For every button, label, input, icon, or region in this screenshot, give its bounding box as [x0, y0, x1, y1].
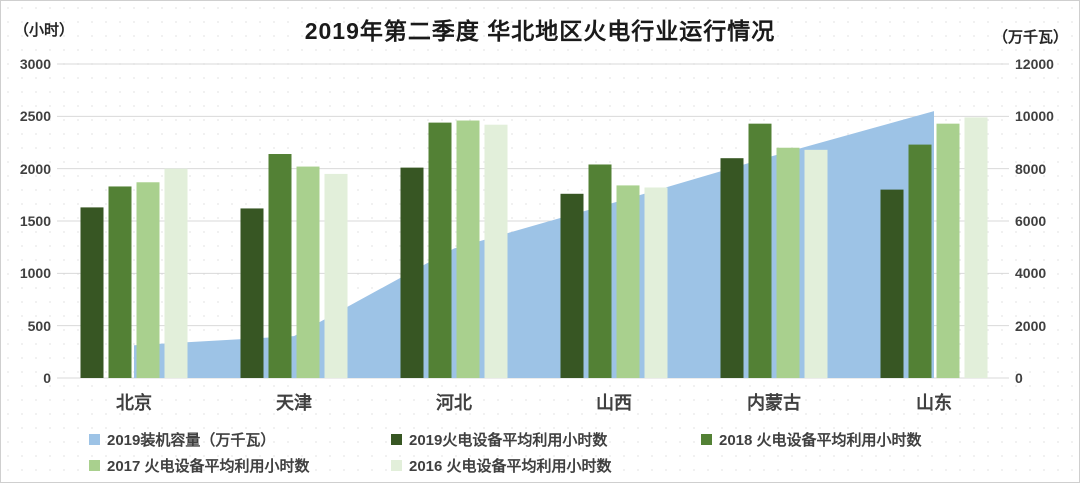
left-axis-tick: 0	[43, 370, 51, 386]
x-axis-label-1: 北京	[116, 393, 152, 413]
bar-hours-2018-河北	[428, 122, 452, 378]
right-axis-unit-label: （万千瓦）	[992, 29, 1068, 46]
bar-hours-2019-内蒙古	[720, 158, 744, 378]
legend-item-hours-2018: 2018 火电设备平均利用小时数	[701, 429, 922, 450]
bar-hours-2017-天津	[296, 166, 320, 378]
bar-hours-2017-山东	[936, 123, 960, 378]
x-axis-label-2: 天津	[276, 393, 312, 413]
legend-swatch-capacity-2019	[89, 434, 100, 445]
x-axis-label-3: 河北	[436, 393, 472, 413]
bar-hours-2016-山东	[964, 117, 988, 378]
right-axis-tick: 0	[1015, 370, 1023, 386]
legend-label-capacity-2019: 2019装机容量（万千瓦）	[107, 432, 276, 449]
bar-hours-2019-天津	[240, 208, 264, 378]
bar-hours-2019-北京	[80, 207, 104, 378]
chart-title: 2019年第二季度 华北地区火电行业运行情况	[304, 18, 776, 44]
right-axis-tick: 8000	[1015, 160, 1047, 177]
left-axis-unit-label: （小时）	[14, 22, 75, 39]
legend-item-hours-2019: 2019火电设备平均利用小时数	[391, 429, 607, 450]
x-axis-label-4: 山西	[596, 393, 632, 413]
legend-swatch-hours-2018	[701, 434, 712, 445]
x-axis-label-5: 内蒙古	[747, 393, 801, 413]
left-axis-tick: 1500	[19, 213, 51, 229]
bar-hours-2018-山西	[588, 164, 612, 378]
left-axis-tick: 2500	[19, 108, 51, 125]
bar-hours-2016-山西	[644, 187, 668, 378]
legend-swatch-hours-2019	[391, 434, 402, 445]
bar-hours-2016-北京	[164, 168, 188, 378]
bar-hours-2017-北京	[136, 182, 160, 378]
legend-item-hours-2017: 2017 火电设备平均利用小时数	[89, 455, 310, 476]
right-axis-tick: 4000	[1015, 265, 1047, 282]
legend-label-hours-2018: 2018 火电设备平均利用小时数	[719, 432, 922, 449]
bar-hours-2018-北京	[108, 186, 132, 378]
right-axis-tick: 6000	[1015, 213, 1047, 229]
bar-hours-2016-内蒙古	[804, 149, 828, 378]
legend-swatch-hours-2017	[89, 460, 100, 471]
bar-hours-2018-内蒙古	[748, 123, 772, 378]
bar-hours-2019-山东	[880, 189, 904, 378]
left-axis-tick: 2000	[19, 160, 51, 177]
left-axis-tick: 1000	[19, 265, 51, 282]
bar-hours-2019-河北	[400, 167, 424, 378]
left-axis-tick: 500	[27, 317, 51, 334]
legend-item-hours-2016: 2016 火电设备平均利用小时数	[391, 455, 612, 476]
bar-hours-2017-内蒙古	[776, 147, 800, 378]
right-axis-tick: 12000	[1015, 56, 1054, 72]
bar-hours-2019-山西	[560, 193, 584, 378]
bar-hours-2016-河北	[484, 124, 508, 378]
x-axis-label-6: 山东	[916, 393, 952, 413]
right-axis-tick: 2000	[1015, 317, 1047, 334]
bar-hours-2017-河北	[456, 120, 480, 379]
right-axis-tick: 10000	[1015, 108, 1054, 125]
legend-label-hours-2019: 2019火电设备平均利用小时数	[409, 432, 608, 449]
legend-label-hours-2016: 2016 火电设备平均利用小时数	[409, 458, 612, 475]
bar-hours-2018-天津	[268, 154, 292, 378]
bar-hours-2016-天津	[324, 173, 348, 378]
bar-hours-2017-山西	[616, 185, 640, 378]
left-axis-tick: 3000	[19, 56, 51, 72]
bar-hours-2018-山东	[908, 144, 932, 378]
legend-item-capacity-2019: 2019装机容量（万千瓦）	[89, 429, 275, 450]
legend-swatch-hours-2016	[391, 460, 402, 471]
legend-label-hours-2017: 2017 火电设备平均利用小时数	[107, 458, 310, 475]
